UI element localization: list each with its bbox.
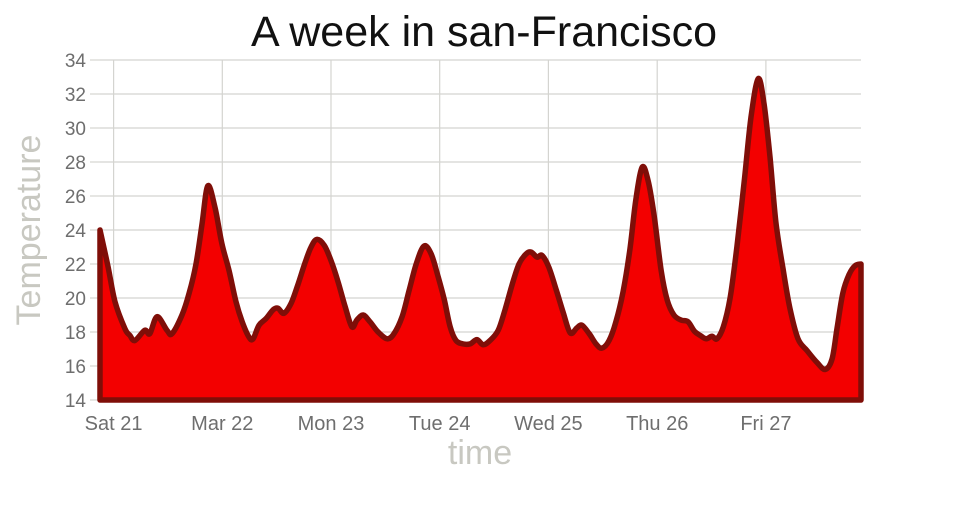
y-tick-label: 20 [65,289,86,310]
x-tick-label: Thu 26 [626,413,688,435]
x-tick-label: Wed 25 [514,413,583,435]
y-tick-label: 26 [65,187,86,208]
y-tick-label: 30 [65,119,86,140]
axis-labels-layer: 14 16 18 20 22 24 26 28 30 32 34 Sat 21 Mar 22 Mon 23… [65,51,792,435]
x-tick-label: Mon 23 [298,413,365,435]
temperature-area [97,75,864,403]
y-axis-title: Temperature [10,135,48,326]
y-tick-label: 24 [65,221,87,242]
x-tick-label: Fri 27 [740,413,791,435]
y-tick-label: 28 [65,153,86,174]
chart-title: A week in san-Francisco [251,8,717,56]
series-layer [97,75,864,403]
x-tick-label: Sat 21 [85,413,143,435]
x-tick-label: Tue 24 [409,413,471,435]
y-tick-label: 18 [65,323,86,344]
y-tick-label: 14 [65,391,87,412]
y-tick-label: 16 [65,357,86,378]
y-tick-label: 34 [65,51,87,72]
x-tick-label: Mar 22 [191,413,253,435]
y-tick-label: 32 [65,85,86,106]
y-tick-label: 22 [65,255,86,276]
x-axis-title: time [448,434,512,472]
